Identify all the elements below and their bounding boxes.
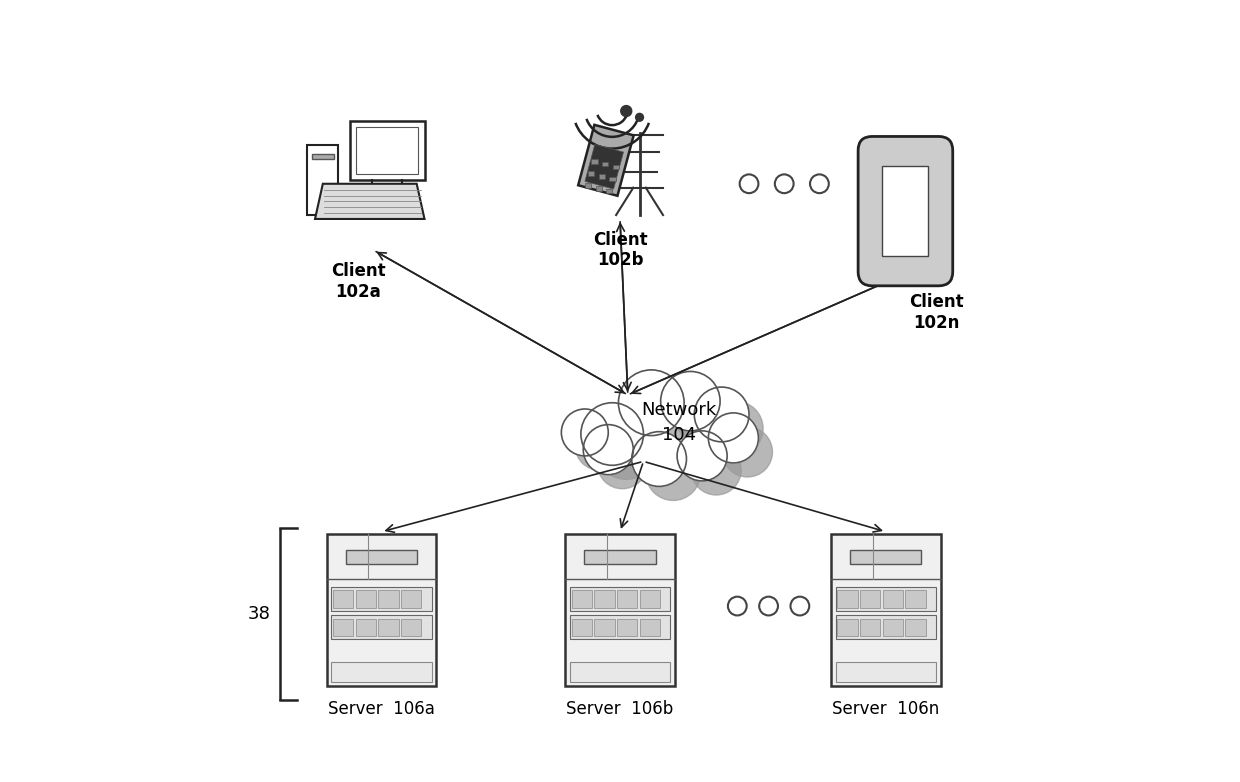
FancyBboxPatch shape	[883, 619, 903, 636]
Text: Server  106b: Server 106b	[567, 700, 673, 718]
Circle shape	[595, 417, 657, 479]
Text: Server  106a: Server 106a	[329, 700, 435, 718]
Circle shape	[723, 427, 773, 477]
Circle shape	[631, 432, 687, 486]
FancyBboxPatch shape	[565, 533, 675, 687]
FancyBboxPatch shape	[327, 533, 436, 687]
FancyBboxPatch shape	[616, 590, 637, 608]
Circle shape	[575, 423, 622, 470]
Circle shape	[646, 446, 701, 500]
FancyBboxPatch shape	[836, 615, 936, 639]
FancyBboxPatch shape	[356, 619, 376, 636]
FancyBboxPatch shape	[883, 590, 903, 608]
FancyBboxPatch shape	[837, 619, 858, 636]
Bar	[613, 164, 619, 169]
Text: Network
104: Network 104	[641, 401, 717, 443]
FancyBboxPatch shape	[640, 590, 660, 608]
Circle shape	[583, 425, 634, 475]
FancyBboxPatch shape	[572, 590, 591, 608]
Text: Client
102n: Client 102n	[909, 293, 963, 332]
Circle shape	[675, 386, 734, 445]
Bar	[601, 162, 609, 167]
Circle shape	[562, 409, 609, 456]
FancyBboxPatch shape	[836, 662, 936, 681]
FancyBboxPatch shape	[616, 619, 637, 636]
FancyBboxPatch shape	[401, 590, 422, 608]
FancyBboxPatch shape	[378, 590, 399, 608]
FancyBboxPatch shape	[861, 619, 880, 636]
FancyBboxPatch shape	[570, 662, 670, 681]
FancyBboxPatch shape	[851, 550, 921, 564]
Text: Server  106n: Server 106n	[832, 700, 940, 718]
FancyBboxPatch shape	[334, 619, 353, 636]
FancyBboxPatch shape	[905, 619, 926, 636]
Circle shape	[619, 370, 684, 436]
FancyBboxPatch shape	[858, 136, 952, 285]
Polygon shape	[578, 125, 634, 196]
FancyBboxPatch shape	[570, 615, 670, 639]
Bar	[591, 159, 598, 163]
FancyBboxPatch shape	[584, 550, 656, 564]
Circle shape	[636, 113, 644, 121]
FancyBboxPatch shape	[837, 590, 858, 608]
FancyBboxPatch shape	[594, 619, 615, 636]
FancyBboxPatch shape	[570, 587, 670, 611]
FancyBboxPatch shape	[350, 121, 424, 180]
Circle shape	[691, 445, 742, 495]
FancyBboxPatch shape	[331, 615, 432, 639]
FancyBboxPatch shape	[331, 587, 432, 611]
FancyBboxPatch shape	[308, 145, 339, 215]
FancyBboxPatch shape	[312, 154, 334, 159]
FancyBboxPatch shape	[346, 550, 417, 564]
FancyBboxPatch shape	[883, 166, 929, 256]
FancyBboxPatch shape	[334, 590, 353, 608]
FancyBboxPatch shape	[640, 619, 660, 636]
Text: 38: 38	[248, 604, 270, 623]
Circle shape	[632, 384, 698, 450]
Circle shape	[708, 401, 763, 456]
Bar	[606, 188, 613, 193]
Circle shape	[661, 371, 720, 431]
Circle shape	[708, 413, 759, 463]
Text: Client
102b: Client 102b	[593, 231, 647, 270]
FancyBboxPatch shape	[356, 127, 418, 174]
FancyBboxPatch shape	[836, 587, 936, 611]
FancyBboxPatch shape	[401, 619, 422, 636]
Bar	[595, 186, 601, 191]
Circle shape	[598, 439, 647, 489]
Circle shape	[694, 387, 749, 442]
FancyBboxPatch shape	[831, 533, 941, 687]
Bar	[585, 183, 591, 188]
Circle shape	[677, 431, 727, 481]
FancyBboxPatch shape	[594, 590, 615, 608]
Bar	[588, 171, 594, 176]
Circle shape	[580, 403, 644, 465]
FancyBboxPatch shape	[356, 590, 376, 608]
FancyBboxPatch shape	[378, 619, 399, 636]
FancyBboxPatch shape	[331, 662, 432, 681]
Bar	[599, 174, 605, 178]
Bar	[609, 177, 615, 181]
FancyBboxPatch shape	[861, 590, 880, 608]
Circle shape	[621, 106, 631, 117]
Text: Client
102a: Client 102a	[331, 262, 386, 301]
Polygon shape	[315, 184, 424, 219]
FancyBboxPatch shape	[572, 619, 591, 636]
FancyBboxPatch shape	[905, 590, 926, 608]
Polygon shape	[585, 145, 624, 189]
